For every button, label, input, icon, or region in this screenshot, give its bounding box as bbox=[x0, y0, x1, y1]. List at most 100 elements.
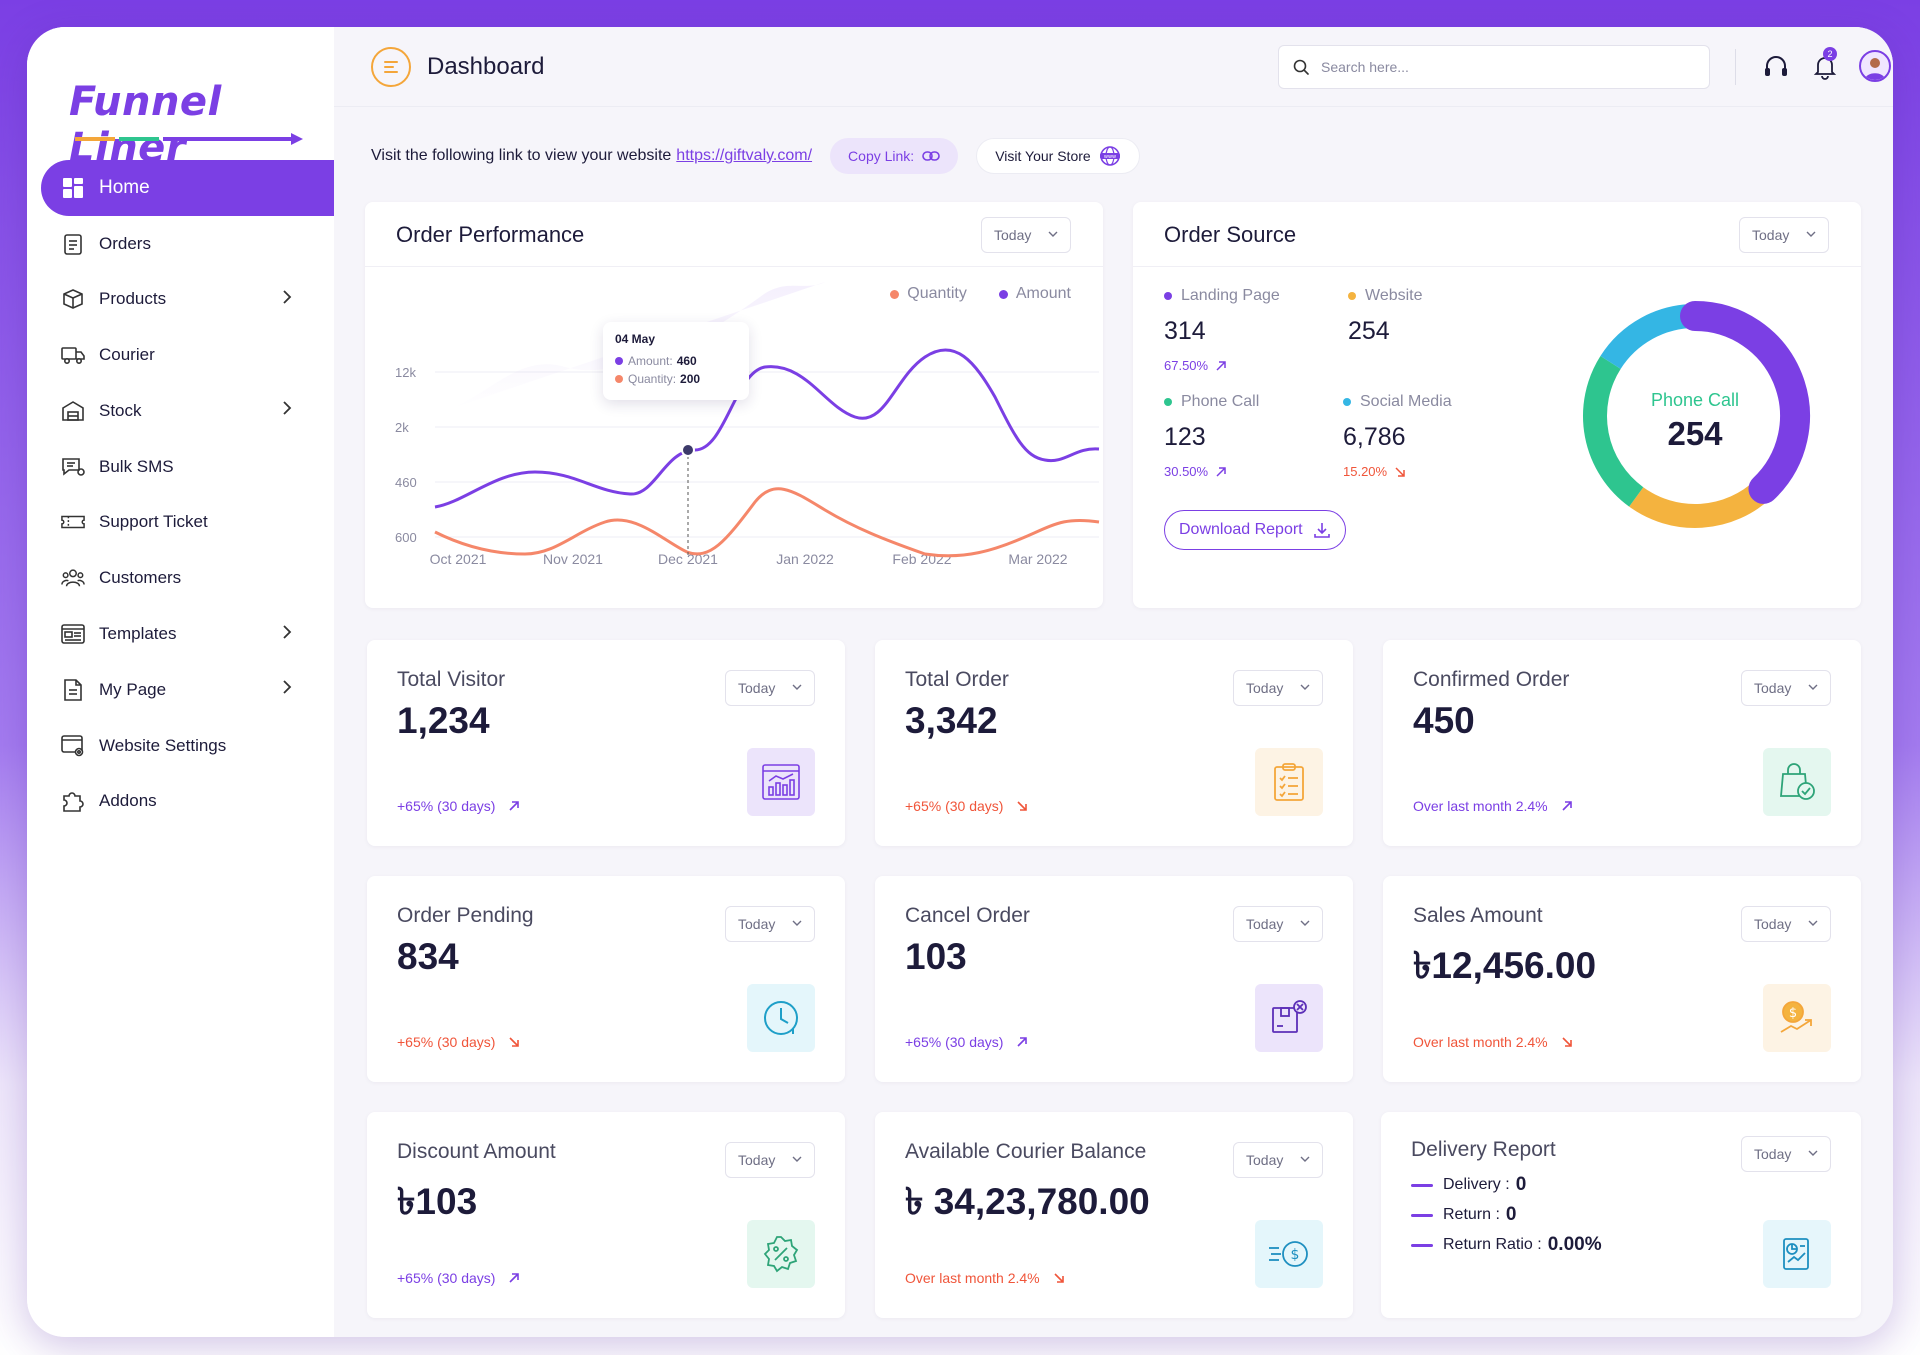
dropdown-value: Today bbox=[1246, 680, 1284, 696]
sidebar-item-home[interactable]: Home bbox=[41, 160, 334, 216]
stat-value: 103 bbox=[905, 936, 967, 977]
sidebar-item-label: Website Settings bbox=[99, 735, 227, 755]
stat-trend-text: Over last month 2.4% bbox=[905, 1270, 1040, 1286]
arrow-up-right-icon bbox=[1216, 466, 1226, 477]
copy-link-button[interactable]: Copy Link: bbox=[830, 138, 959, 174]
divider bbox=[365, 266, 1103, 267]
date-filter-dropdown[interactable]: Today bbox=[725, 906, 815, 942]
sidebar-item-label: Orders bbox=[99, 233, 151, 253]
legend-item-quantity: Quantity bbox=[890, 285, 967, 303]
donut-center: Phone Call 254 bbox=[1575, 390, 1815, 453]
checklist-icon bbox=[1255, 748, 1323, 816]
sidebar-item-website-settings[interactable]: Website Settings bbox=[41, 718, 334, 773]
tooltip-date: 04 May bbox=[615, 332, 656, 346]
sidebar-item-my-page[interactable]: My Page bbox=[41, 662, 334, 717]
date-filter-dropdown[interactable]: Today bbox=[1233, 1142, 1323, 1178]
support-headset-button[interactable] bbox=[1760, 51, 1792, 83]
date-filter-dropdown[interactable]: Today bbox=[1741, 670, 1831, 706]
sidebar-item-label: Customers bbox=[99, 568, 182, 588]
legend-dot bbox=[1343, 398, 1351, 406]
stat-trend: +65% (30 days) bbox=[397, 1034, 521, 1050]
sidebar-item-addons[interactable]: Addons bbox=[41, 774, 334, 829]
date-filter-dropdown[interactable]: Today bbox=[725, 1142, 815, 1178]
source-value: 314 bbox=[1164, 317, 1206, 345]
tooltip-quantity-label: Quantity: bbox=[628, 372, 677, 386]
grid-icon bbox=[61, 176, 85, 200]
search-icon bbox=[1293, 59, 1309, 75]
x-tick-label: Nov 2021 bbox=[543, 551, 603, 567]
y-axis: 12k 2k 460 600 bbox=[395, 365, 417, 545]
app-window: Funnel Liner Home Orders bbox=[27, 27, 1893, 1337]
date-filter-dropdown[interactable]: Today bbox=[981, 217, 1071, 253]
sidebar-item-products[interactable]: Products bbox=[41, 272, 334, 327]
order-source-donut-chart bbox=[1583, 301, 1810, 528]
stat-value: 450 bbox=[1413, 700, 1475, 741]
donut-slice-website[interactable] bbox=[1629, 479, 1772, 528]
date-filter-dropdown[interactable]: Today bbox=[1741, 906, 1831, 942]
search-box[interactable] bbox=[1278, 45, 1710, 89]
card-title: Delivery Report bbox=[1411, 1138, 1556, 1161]
date-filter-dropdown[interactable]: Today bbox=[1233, 670, 1323, 706]
y-tick-label: 460 bbox=[395, 475, 417, 490]
sidebar-item-templates[interactable]: Templates bbox=[41, 607, 334, 662]
chevron-down-icon bbox=[1808, 684, 1818, 690]
logo-text: Funnel Liner bbox=[69, 79, 222, 171]
sidebar-item-support-ticket[interactable]: Support Ticket bbox=[41, 495, 334, 550]
date-filter-dropdown[interactable]: Today bbox=[1739, 217, 1829, 253]
series-line-quantity bbox=[434, 487, 1100, 558]
chart-grid bbox=[435, 371, 1099, 538]
stat-title: Total Visitor bbox=[397, 668, 506, 691]
legend-dot bbox=[615, 357, 623, 365]
menu-toggle-button[interactable] bbox=[371, 47, 411, 87]
notifications-button[interactable]: 2 bbox=[1809, 47, 1841, 83]
dropdown-value: Today bbox=[1246, 1152, 1284, 1168]
sidebar-item-bulk-sms[interactable]: Bulk SMS bbox=[41, 439, 334, 494]
sidebar-item-courier[interactable]: Courier bbox=[41, 328, 334, 383]
website-url-link[interactable]: https://giftvaly.com/ bbox=[676, 147, 813, 164]
visit-store-button[interactable]: Visit Your Store www bbox=[976, 138, 1140, 174]
row-value: 0 bbox=[1505, 1204, 1517, 1225]
donut-slice-landing-page[interactable] bbox=[1680, 301, 1810, 504]
stat-title: Confirmed Order bbox=[1413, 668, 1570, 691]
sidebar-item-orders[interactable]: Orders bbox=[41, 216, 334, 271]
date-filter-dropdown[interactable]: Today bbox=[725, 670, 815, 706]
download-report-button[interactable]: Download Report bbox=[1164, 510, 1346, 550]
sidebar-item-label: Addons bbox=[99, 791, 157, 811]
search-input[interactable] bbox=[1321, 59, 1681, 75]
arrow-up-right-icon bbox=[509, 801, 520, 811]
data-point-highlight[interactable] bbox=[681, 443, 695, 457]
sidebar-item-label: Stock bbox=[99, 400, 142, 420]
date-filter-dropdown[interactable]: Today bbox=[1233, 906, 1323, 942]
source-label: Landing Page bbox=[1164, 287, 1280, 305]
bag-check-icon bbox=[1763, 748, 1831, 816]
stat-title: Discount Amount bbox=[397, 1140, 556, 1163]
chevron-down-icon bbox=[792, 684, 802, 690]
stat-value: 3,342 bbox=[905, 700, 998, 741]
tooltip-amount: Amount: 460 bbox=[615, 354, 737, 368]
donut-center-value: 254 bbox=[1667, 415, 1723, 452]
stat-card: Total Order 3,342 Today +65% (30 days) bbox=[875, 640, 1353, 846]
stat-trend: +65% (30 days) bbox=[397, 1270, 521, 1286]
source-value: 123 bbox=[1164, 423, 1206, 451]
report-chart-icon bbox=[1763, 1220, 1831, 1288]
stat-card: Discount Amount ৳103 Today +65% (30 days… bbox=[367, 1112, 845, 1318]
return-row: Return : 0 bbox=[1411, 1204, 1517, 1226]
row-value: 0 bbox=[1515, 1174, 1527, 1195]
stat-value: 834 bbox=[397, 936, 459, 977]
stat-trend: Over last month 2.4% bbox=[1413, 1034, 1574, 1050]
avatar[interactable] bbox=[1859, 50, 1891, 82]
dropdown-value: Today bbox=[1246, 916, 1284, 932]
source-label: Social Media bbox=[1343, 393, 1452, 411]
source-label-text: Phone Call bbox=[1181, 393, 1260, 410]
donut-slice-phone-call[interactable] bbox=[1583, 355, 1644, 507]
delivery-report-card: Delivery Report Today Delivery : 0 Return… bbox=[1381, 1112, 1861, 1318]
stat-card: Cancel Order 103 Today +65% (30 days) bbox=[875, 876, 1353, 1082]
logo[interactable]: Funnel Liner bbox=[69, 75, 303, 171]
sidebar-item-label: Templates bbox=[99, 624, 177, 644]
chart-legend: Quantity Amount bbox=[858, 285, 1071, 303]
legend-dot bbox=[998, 289, 1008, 299]
chevron-down-icon bbox=[1808, 920, 1818, 926]
sidebar-item-customers[interactable]: Customers bbox=[41, 551, 334, 606]
date-filter-dropdown[interactable]: Today bbox=[1741, 1136, 1831, 1172]
sidebar-item-stock[interactable]: Stock bbox=[41, 383, 334, 438]
